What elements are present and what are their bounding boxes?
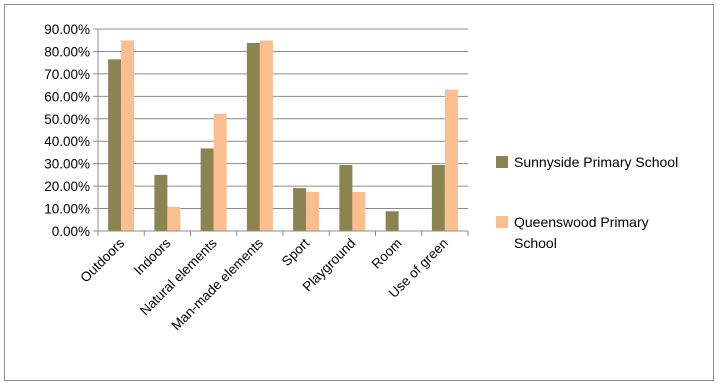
bar-queenswood xyxy=(259,40,273,231)
x-category-label: Sport xyxy=(279,235,313,269)
bar-queenswood xyxy=(213,113,227,231)
y-tick-label: 50.00% xyxy=(44,112,90,127)
bar-queenswood xyxy=(444,89,458,231)
bar-queenswood xyxy=(121,40,135,231)
y-tick-label: 60.00% xyxy=(44,89,90,104)
y-tick-label: 10.00% xyxy=(44,202,90,217)
bar-sunnyside xyxy=(246,42,260,231)
y-tick-label: 40.00% xyxy=(44,134,90,149)
y-tick-label: 20.00% xyxy=(44,179,90,194)
x-category-label: Indoors xyxy=(131,235,174,278)
y-tick-label: 80.00% xyxy=(44,44,90,59)
legend: Sunnyside Primary School Queenswood Prima… xyxy=(496,154,678,251)
y-tick-label: 30.00% xyxy=(44,157,90,172)
bar-queenswood xyxy=(352,191,366,231)
bar-sunnyside xyxy=(385,211,399,231)
y-tick-label: 90.00% xyxy=(44,22,90,37)
y-tick-label: 0.00% xyxy=(52,224,90,239)
bar-queenswood xyxy=(306,191,320,231)
y-tick-label: 70.00% xyxy=(44,67,90,82)
legend-swatch xyxy=(496,156,508,168)
bars xyxy=(108,40,458,231)
bar-sunnyside xyxy=(431,165,445,231)
y-axis: 0.00% 10.00% 20.00% 30.00% 40.00% 50.00% 60.00… xyxy=(44,22,99,239)
bar-queenswood xyxy=(167,206,181,231)
bar-sunnyside xyxy=(200,148,214,231)
bar-sunnyside xyxy=(108,59,122,231)
legend-label: Queenswood Primary School xyxy=(514,214,649,251)
x-category-label: Room xyxy=(369,236,405,272)
x-category-label: Man-made elements xyxy=(168,235,266,333)
legend-swatch xyxy=(496,216,508,228)
bar-sunnyside xyxy=(339,165,353,231)
legend-label: Sunnyside Primary School xyxy=(514,154,678,170)
gridlines xyxy=(98,28,468,210)
x-category-label: Outdoors xyxy=(77,235,127,285)
bar-sunnyside xyxy=(293,188,307,231)
bar-sunnyside xyxy=(154,174,168,231)
